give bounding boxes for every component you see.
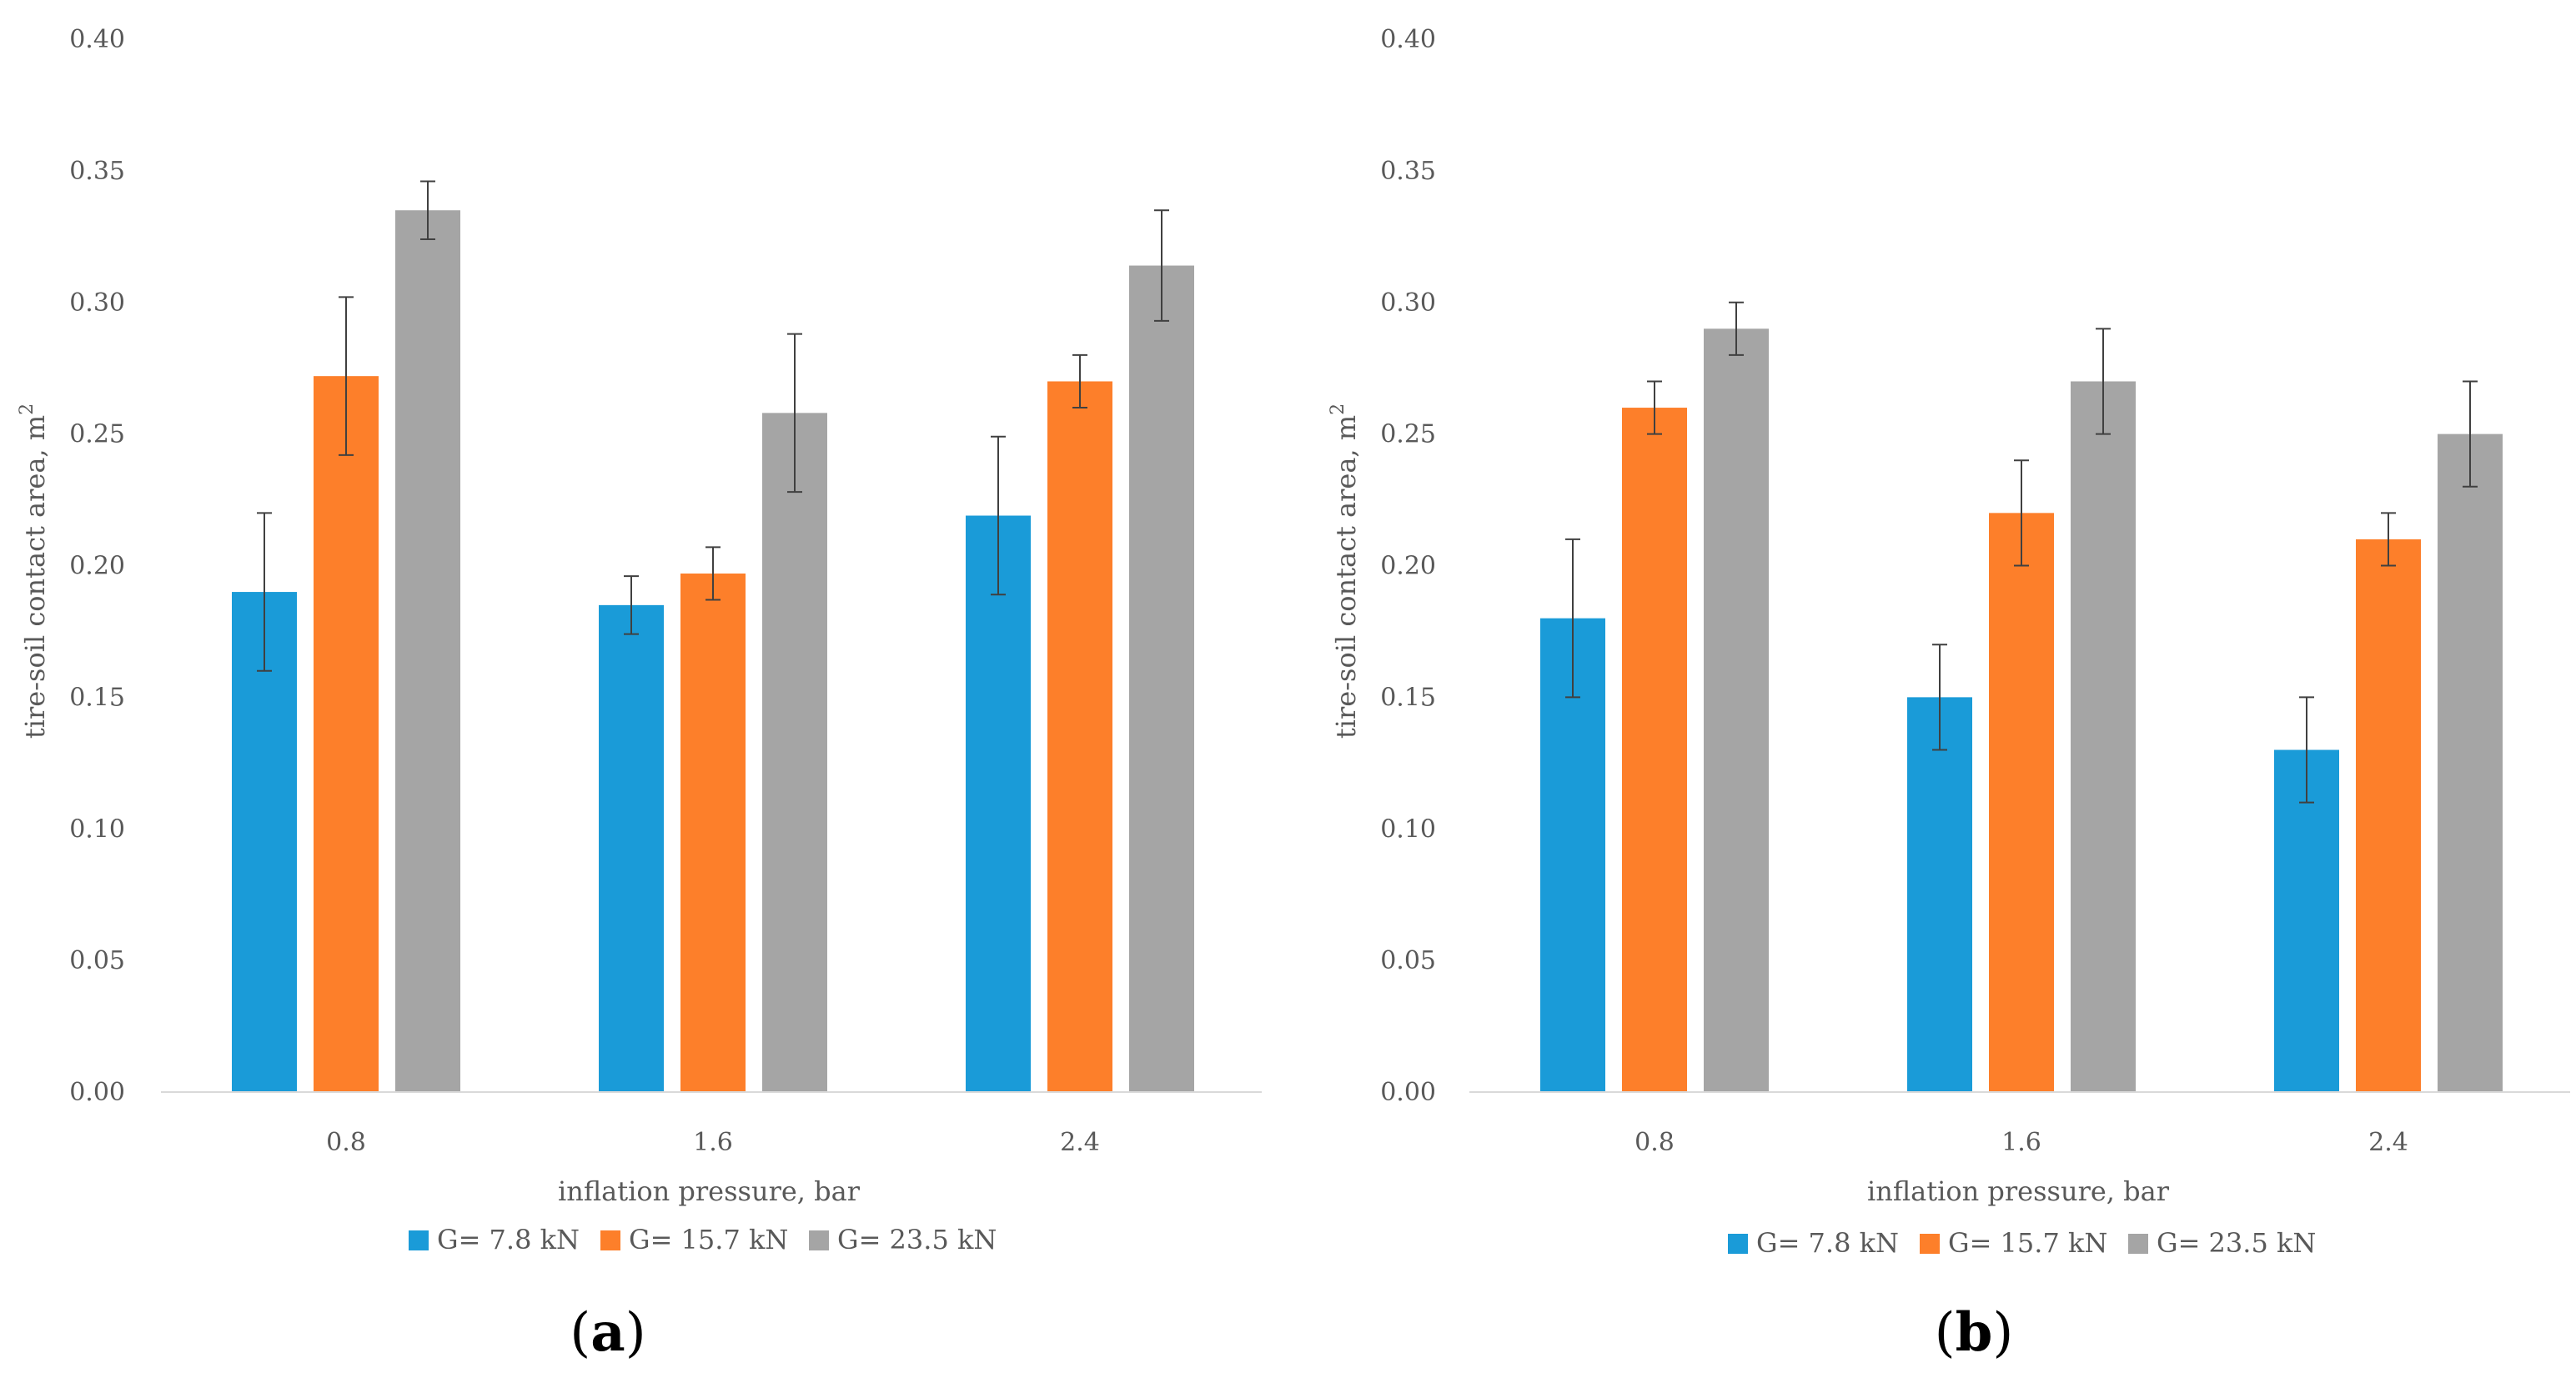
bar-a-s2-0.8 — [314, 376, 379, 1092]
legend-swatch — [2128, 1234, 2148, 1254]
panel-label-close-paren: ) — [1992, 1302, 2013, 1364]
error-bar-b-s2-2.4 — [2381, 512, 2396, 567]
error-bar-a-s3-2.4 — [1154, 209, 1169, 322]
error-bar-b-s1-1.6 — [1932, 644, 1947, 751]
legend-swatch — [600, 1230, 620, 1250]
legend-label: G= 7.8 kN — [1756, 1227, 1899, 1259]
y-tick-label: 0.25 — [69, 420, 125, 449]
bar-a-s2-1.6 — [680, 573, 746, 1092]
bar-a-s1-0.8 — [232, 592, 297, 1092]
y-tick-label: 0.10 — [1380, 814, 1436, 844]
legend-swatch — [1728, 1234, 1748, 1254]
error-bar-b-s3-2.4 — [2463, 380, 2478, 488]
y-axis-title-superscript: 2 — [17, 403, 38, 415]
error-bar-a-s1-0.8 — [257, 512, 272, 672]
error-bar-b-s1-0.8 — [1565, 538, 1580, 699]
error-bar-b-s2-1.6 — [2014, 459, 2029, 567]
legend-label: G= 23.5 kN — [2157, 1227, 2316, 1259]
y-axis-title: tire-soil contact area, m2 — [17, 403, 51, 739]
bar-a-s1-1.6 — [599, 604, 664, 1092]
bar-a-s3-0.8 — [395, 210, 460, 1092]
y-axis-title: tire-soil contact area, m2 — [1328, 403, 1362, 739]
legend-swatch — [809, 1230, 829, 1250]
x-tick-label: 0.8 — [1634, 1128, 1675, 1157]
x-tick-label: 1.6 — [693, 1128, 733, 1157]
bar-b-s2-2.4 — [2356, 539, 2421, 1092]
y-tick-label: 0.35 — [1380, 157, 1436, 186]
legend-label: G= 7.8 kN — [437, 1224, 580, 1255]
x-tick-label: 0.8 — [326, 1128, 366, 1157]
bar-b-s2-1.6 — [1989, 513, 2054, 1092]
error-bar-a-s2-2.4 — [1072, 353, 1087, 409]
legend-label: G= 15.7 kN — [1948, 1227, 2107, 1259]
panel-label-letter: a — [590, 1301, 625, 1364]
y-tick-label: 0.25 — [1380, 420, 1436, 449]
y-tick-label: 0.00 — [1380, 1078, 1436, 1107]
bar-b-s2-0.8 — [1622, 408, 1687, 1092]
y-tick-label: 0.35 — [69, 157, 125, 186]
y-axis-title-text: tire-soil contact area, m — [19, 415, 51, 739]
error-bar-a-s1-2.4 — [991, 435, 1006, 596]
legend-swatch — [409, 1230, 429, 1250]
bar-b-s3-2.4 — [2438, 433, 2503, 1092]
legend: G= 7.8 kN G= 15.7 kN G= 23.5 kN — [1728, 1227, 2316, 1259]
x-axis-title: inflation pressure, bar — [1867, 1175, 2170, 1207]
error-bar-a-s3-0.8 — [420, 180, 435, 240]
bar-b-s3-1.6 — [2071, 381, 2136, 1093]
bar-b-s1-2.4 — [2274, 749, 2339, 1092]
y-tick-label: 0.15 — [69, 683, 125, 712]
error-bar-b-s2-0.8 — [1647, 380, 1662, 435]
x-tick-label: 2.4 — [2368, 1128, 2408, 1157]
legend-label: G= 15.7 kN — [629, 1224, 788, 1255]
y-tick-label: 0.30 — [1380, 288, 1436, 318]
x-axis-title: inflation pressure, bar — [558, 1175, 861, 1207]
error-bar-b-s1-2.4 — [2299, 696, 2314, 804]
panel-label-open-paren: ( — [1935, 1302, 1956, 1364]
chart-panel-a: 0.00 0.05 0.10 0.15 0.20 0.25 0.30 0.35 0.40 tire… — [17, 25, 1262, 1364]
y-tick-label: 0.40 — [69, 25, 125, 54]
error-bar-a-s1-1.6 — [624, 575, 639, 635]
error-bar-a-s3-1.6 — [787, 333, 802, 494]
y-tick-label: 0.30 — [69, 288, 125, 318]
bar-b-s3-0.8 — [1704, 328, 1769, 1092]
bar-a-s1-2.4 — [966, 515, 1031, 1092]
panel-label-letter: b — [1956, 1301, 1993, 1364]
error-bar-a-s2-1.6 — [706, 546, 721, 601]
y-tick-label: 0.05 — [69, 946, 125, 975]
y-tick-label: 0.40 — [1380, 25, 1436, 54]
y-axis-title-text: tire-soil contact area, m — [1330, 415, 1362, 739]
error-bar-a-s2-0.8 — [339, 296, 354, 456]
y-tick-label: 0.15 — [1380, 683, 1436, 712]
panel-label: (a) — [570, 1301, 645, 1364]
bar-a-s3-2.4 — [1129, 265, 1194, 1092]
y-tick-label: 0.20 — [1380, 552, 1436, 581]
bar-a-s2-2.4 — [1047, 381, 1112, 1093]
y-tick-label: 0.05 — [1380, 946, 1436, 975]
error-bar-b-s3-0.8 — [1729, 301, 1744, 356]
x-tick-label: 1.6 — [2001, 1128, 2041, 1157]
y-tick-label: 0.20 — [69, 552, 125, 581]
legend-label: G= 23.5 kN — [837, 1224, 997, 1255]
legend-swatch — [1920, 1234, 1940, 1254]
panel-label-close-paren: ) — [625, 1302, 646, 1364]
panel-label-open-paren: ( — [570, 1302, 590, 1364]
panel-label: (b) — [1935, 1301, 2014, 1364]
x-tick-label: 2.4 — [1060, 1128, 1100, 1157]
legend: G= 7.8 kN G= 15.7 kN G= 23.5 kN — [409, 1224, 997, 1255]
y-axis-title-superscript: 2 — [1328, 403, 1348, 415]
y-tick-label: 0.00 — [69, 1078, 125, 1107]
chart-panel-b: 0.00 0.05 0.10 0.15 0.20 0.25 0.30 0.35 0.40 tire… — [1328, 25, 2570, 1364]
bar-a-s3-1.6 — [762, 413, 827, 1092]
y-tick-label: 0.10 — [69, 814, 125, 844]
error-bar-b-s3-1.6 — [2096, 328, 2111, 435]
bar-b-s1-1.6 — [1907, 697, 1972, 1092]
